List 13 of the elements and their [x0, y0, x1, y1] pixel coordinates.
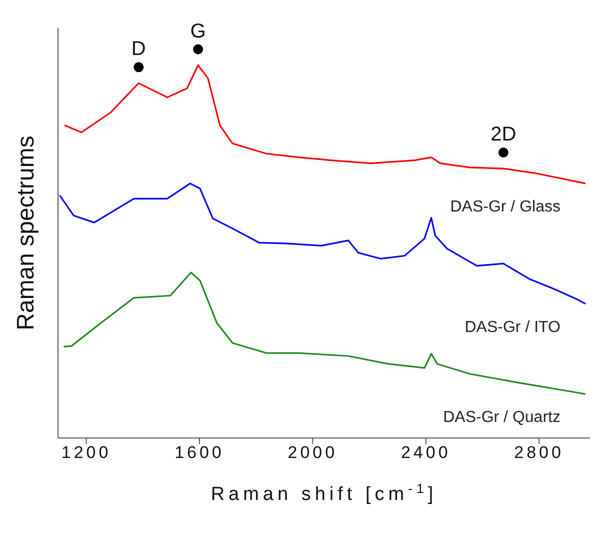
series-label: DAS-Gr / Quartz — [443, 409, 560, 426]
series-label: DAS-Gr / Glass — [450, 198, 560, 216]
x-tick-label: 2400 — [400, 443, 451, 462]
y-axis-title: Raman spectrums — [12, 136, 40, 330]
annotation: D — [131, 38, 146, 60]
x-tick-label: 2000 — [288, 443, 338, 462]
series-label: DAS-Gr / ITO — [464, 318, 560, 336]
x-tick-label: 1200 — [61, 443, 112, 462]
x-axis-title: Raman shift [cm$^{-1}$] — [210, 480, 438, 505]
annotation: 2D — [490, 124, 516, 146]
x-tick-label: 2800 — [514, 443, 564, 462]
x-tick-label: 1600 — [174, 443, 224, 462]
annotation: G — [190, 20, 206, 42]
